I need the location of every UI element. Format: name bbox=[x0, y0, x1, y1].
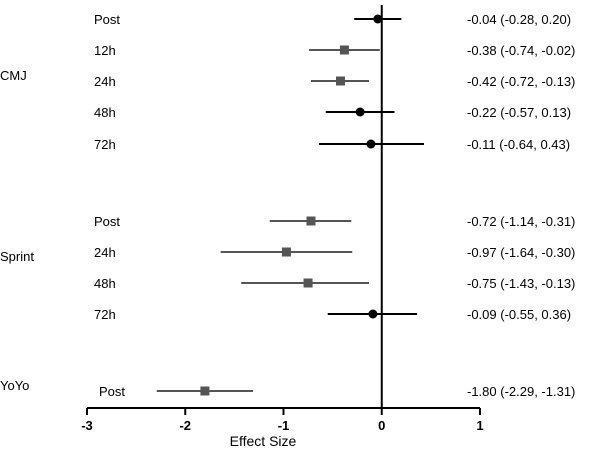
group-label: Sprint bbox=[0, 249, 34, 264]
effect-value: -0.42 (-0.72, -0.13) bbox=[467, 74, 575, 89]
x-tick-label: -1 bbox=[278, 418, 290, 433]
forest-row: Post -0.04 (-0.28, 0.20) bbox=[94, 12, 571, 27]
group-label: CMJ bbox=[0, 68, 27, 83]
effect-point bbox=[281, 247, 291, 257]
x-tick-label: 1 bbox=[476, 418, 483, 433]
forest-row: Post -0.72 (-1.14, -0.31) bbox=[94, 214, 575, 229]
effect-value: -1.80 (-2.29, -1.31) bbox=[467, 384, 575, 399]
forest-row: 12h -0.38 (-0.74, -0.02) bbox=[94, 43, 575, 58]
row-label: Post bbox=[94, 12, 120, 27]
effect-point bbox=[366, 139, 376, 149]
effect-value: -0.09 (-0.55, 0.36) bbox=[467, 307, 571, 322]
effect-point bbox=[306, 216, 316, 226]
row-label: 72h bbox=[94, 137, 116, 152]
row-label: 72h bbox=[94, 307, 116, 322]
x-axis-title: Effect Size bbox=[230, 433, 297, 449]
row-label: Post bbox=[99, 384, 125, 399]
x-axis: -3 -2 -1 0 1 bbox=[81, 5, 484, 433]
effect-point bbox=[355, 107, 365, 117]
effect-value: -0.04 (-0.28, 0.20) bbox=[467, 12, 571, 27]
effect-point bbox=[200, 386, 210, 396]
effect-value: -0.22 (-0.57, 0.13) bbox=[467, 105, 571, 120]
effect-point bbox=[335, 76, 345, 86]
effect-value: -0.72 (-1.14, -0.31) bbox=[467, 214, 575, 229]
forest-row: 72h -0.09 (-0.55, 0.36) bbox=[94, 307, 571, 322]
row-label: 48h bbox=[94, 276, 116, 291]
forest-row: 24h -0.97 (-1.64, -0.30) bbox=[94, 245, 575, 260]
effect-point bbox=[339, 45, 349, 55]
effect-point bbox=[303, 278, 313, 288]
row-label: 24h bbox=[94, 245, 116, 260]
effect-value: -0.38 (-0.74, -0.02) bbox=[467, 43, 575, 58]
effect-value: -0.75 (-1.43, -0.13) bbox=[467, 276, 575, 291]
row-label: Post bbox=[94, 214, 120, 229]
effect-value: -0.97 (-1.64, -0.30) bbox=[467, 245, 575, 260]
effect-value: -0.11 (-0.64, 0.43) bbox=[467, 137, 570, 152]
forest-row: 48h -0.22 (-0.57, 0.13) bbox=[94, 105, 571, 120]
effect-point bbox=[368, 309, 378, 319]
row-label: 12h bbox=[94, 43, 116, 58]
x-tick-label: 0 bbox=[378, 418, 385, 433]
x-tick-label: -2 bbox=[179, 418, 191, 433]
effect-point bbox=[373, 14, 383, 24]
x-tick-label: -3 bbox=[81, 418, 93, 433]
forest-row: 48h -0.75 (-1.43, -0.13) bbox=[94, 276, 575, 291]
group-label: YoYo bbox=[0, 378, 29, 393]
row-label: 48h bbox=[94, 105, 116, 120]
forest-row: 24h -0.42 (-0.72, -0.13) bbox=[94, 74, 575, 89]
forest-row: 72h -0.11 (-0.64, 0.43) bbox=[94, 137, 570, 152]
forest-row: Post -1.80 (-2.29, -1.31) bbox=[99, 384, 575, 399]
group-labels: CMJ Sprint YoYo bbox=[0, 68, 34, 393]
row-label: 24h bbox=[94, 74, 116, 89]
forest-rows: Post -0.04 (-0.28, 0.20) 12h -0.38 (-0.74, … bbox=[94, 12, 575, 399]
